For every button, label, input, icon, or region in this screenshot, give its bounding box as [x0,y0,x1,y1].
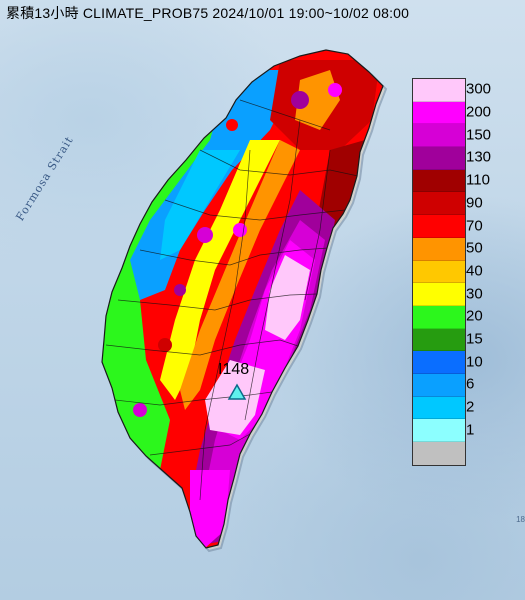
legend-color-box [413,305,465,329]
cell-west-6 [226,119,238,131]
zone-north-orange [295,70,340,130]
cell-west-5 [133,403,147,417]
legend-label: 10 [466,353,483,371]
legend-label: 200 [466,103,492,121]
legend-label: 50 [466,239,483,257]
legend-label: 40 [466,262,483,280]
cell-north-2 [328,83,342,97]
legend-color-box [413,351,465,374]
legend-color-box [413,283,465,306]
legend-color-box [413,101,465,125]
legend-label: 300 [466,80,492,98]
cell-west-2 [233,223,247,237]
legend-label: 70 [466,217,483,235]
legend-color-box [413,237,465,261]
map-title: 累積13小時 CLIMATE_PROB75 2024/10/01 19:00~1… [6,5,410,21]
rainfall-legend [412,78,466,466]
legend-color-box [413,79,465,102]
legend-label: 6 [466,375,475,393]
cell-west-3 [174,284,186,296]
legend-color-box [413,442,465,465]
county-boundaries [105,99,359,501]
station-triangle-marker [227,383,247,400]
legend-color-box [413,147,465,170]
legend-color-box [413,260,465,284]
zone-central-yellow [160,140,280,400]
legend-color-box [413,192,465,216]
legend-color-box [413,396,465,420]
legend-color-box [413,373,465,397]
legend-label: 2 [466,398,475,416]
legend-label: 90 [466,194,483,212]
cell-north-1 [291,91,309,109]
legend-label: 30 [466,285,483,303]
zone-south-magenta [190,470,230,548]
legend-label: 20 [466,307,483,325]
cell-west-4 [158,338,172,352]
cell-west-1 [197,227,213,243]
legend-label: 150 [466,126,492,144]
legend-label: 15 [466,330,483,348]
zone-west-lightblue [160,150,240,260]
legend-color-box [413,124,465,148]
legend-color-box [413,169,465,193]
legend-color-box [413,215,465,238]
legend-label: 130 [466,148,492,166]
legend-color-box [413,328,465,352]
legend-label: 110 [466,171,490,189]
station-label: I148 [218,361,250,378]
rainfall-field [102,50,383,548]
zone-central-orange [180,140,300,410]
taiwan-coastline [101,49,384,549]
legend-color-box [413,419,465,442]
edge-mark: 18 [516,515,525,524]
legend-label: 1 [466,421,475,439]
zone-max-light-pink [265,255,310,340]
